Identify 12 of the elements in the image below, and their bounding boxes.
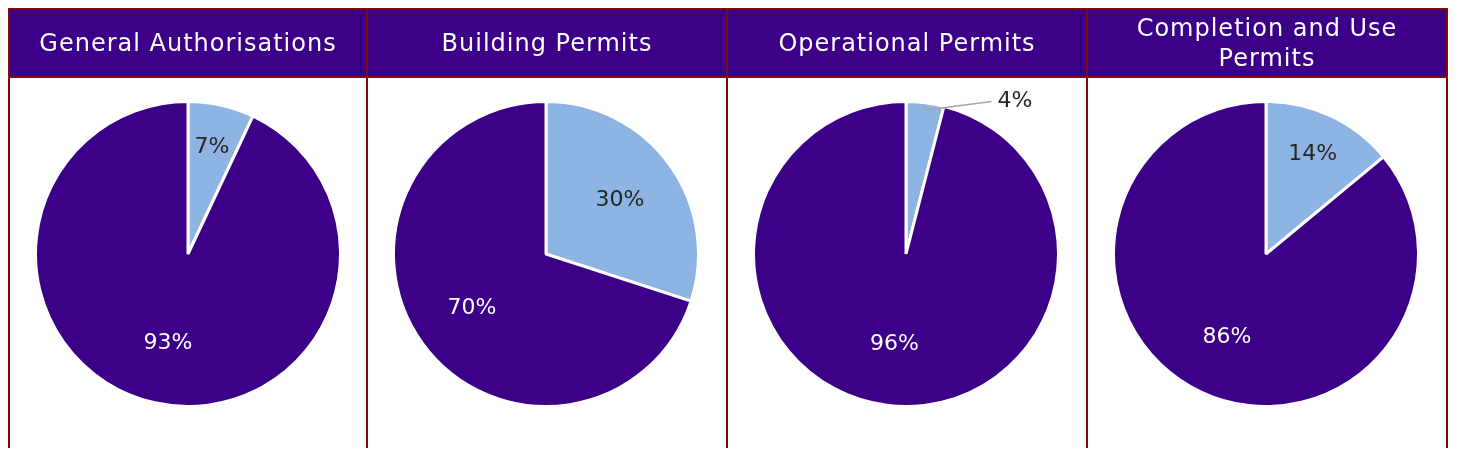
data-label: 7% [194,132,230,158]
data-label: 86% [1202,322,1252,348]
data-label: 70% [447,293,497,319]
data-label: 93% [143,329,193,355]
data-label: 96% [870,330,919,356]
data-label: 30% [595,185,645,211]
chart-title: Operational Permits [728,8,1086,78]
data-label: 14% [1288,140,1338,166]
chart-title: Completion and Use Permits [1088,8,1446,78]
chart-title: Building Permits [368,8,726,78]
data-label: 4% [997,87,1033,113]
chart-title: General Authorisations [10,8,366,78]
